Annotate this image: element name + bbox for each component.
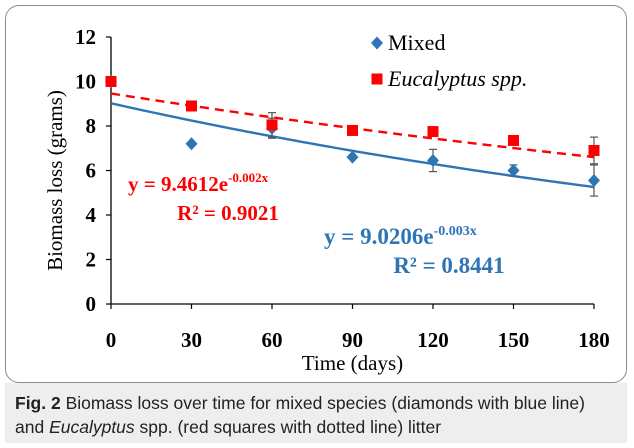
caption-label: Fig. 2 <box>15 393 61 413</box>
data-point-series-1 <box>347 124 358 136</box>
r2-series-0: R² = 0.8441 <box>393 253 504 278</box>
data-point-series-1 <box>427 126 439 138</box>
r2-series-1: R² = 0.9021 <box>177 201 279 225</box>
x-tick-label: 180 <box>578 328 610 352</box>
equation-series-1: y = 9.4612e-0.002x <box>128 170 269 196</box>
equation-exponent-1: -0.002x <box>228 170 269 185</box>
legend-label-0: Mixed <box>388 30 445 55</box>
figure-caption: Fig. 2 Biomass loss over time for mixed … <box>5 383 627 443</box>
y-tick-label: 2 <box>86 248 97 272</box>
x-tick-label: 60 <box>262 328 283 352</box>
legend-marker-1 <box>371 73 383 85</box>
y-tick-label: 10 <box>75 70 96 94</box>
y-tick-label: 4 <box>86 203 97 227</box>
x-tick-label: 150 <box>498 328 530 352</box>
y-tick-label: 8 <box>86 114 97 138</box>
x-tick-label: 0 <box>106 328 117 352</box>
data-point-series-1 <box>105 76 117 87</box>
data-point-series-1 <box>508 134 519 146</box>
caption-text-2: spp. (red squares with dotted line) litt… <box>134 417 442 437</box>
x-tick-label: 30 <box>181 328 202 352</box>
data-point-series-1 <box>186 100 197 112</box>
data-point-series-1 <box>588 144 600 156</box>
data-point-series-0 <box>588 174 600 188</box>
equation-base-1: y = 9.4612e <box>128 172 228 196</box>
legend-label-1: Eucalyptus spp. <box>387 66 527 91</box>
caption-italic-term: Eucalyptus <box>49 417 135 437</box>
caption-text-1: Biomass loss over time for mixed species… <box>15 393 585 437</box>
equation-base-0: y = 9.0206e <box>324 224 434 249</box>
data-point-series-0 <box>346 150 359 164</box>
legend-marker-0 <box>371 36 383 50</box>
data-point-series-0 <box>185 137 198 151</box>
data-point-series-0 <box>507 164 520 177</box>
x-axis-title: Time (days) <box>302 351 403 375</box>
data-point-series-1 <box>266 119 278 131</box>
x-tick-label: 90 <box>342 328 363 352</box>
y-tick-label: 12 <box>75 25 96 49</box>
chart-panel: 0 2 4 6 8 10 12 0 30 60 90 120 150 180 Time (days) Biom… <box>5 5 627 383</box>
equation-exponent-0: -0.003x <box>434 224 477 239</box>
y-axis-title: Biomass loss (grams) <box>43 90 67 271</box>
y-tick-label: 6 <box>86 159 97 183</box>
y-tick-label: 0 <box>86 292 97 316</box>
equation-series-0: y = 9.0206e-0.003x <box>324 224 477 249</box>
x-tick-label: 120 <box>417 328 449 352</box>
data-point-series-0 <box>427 153 439 167</box>
